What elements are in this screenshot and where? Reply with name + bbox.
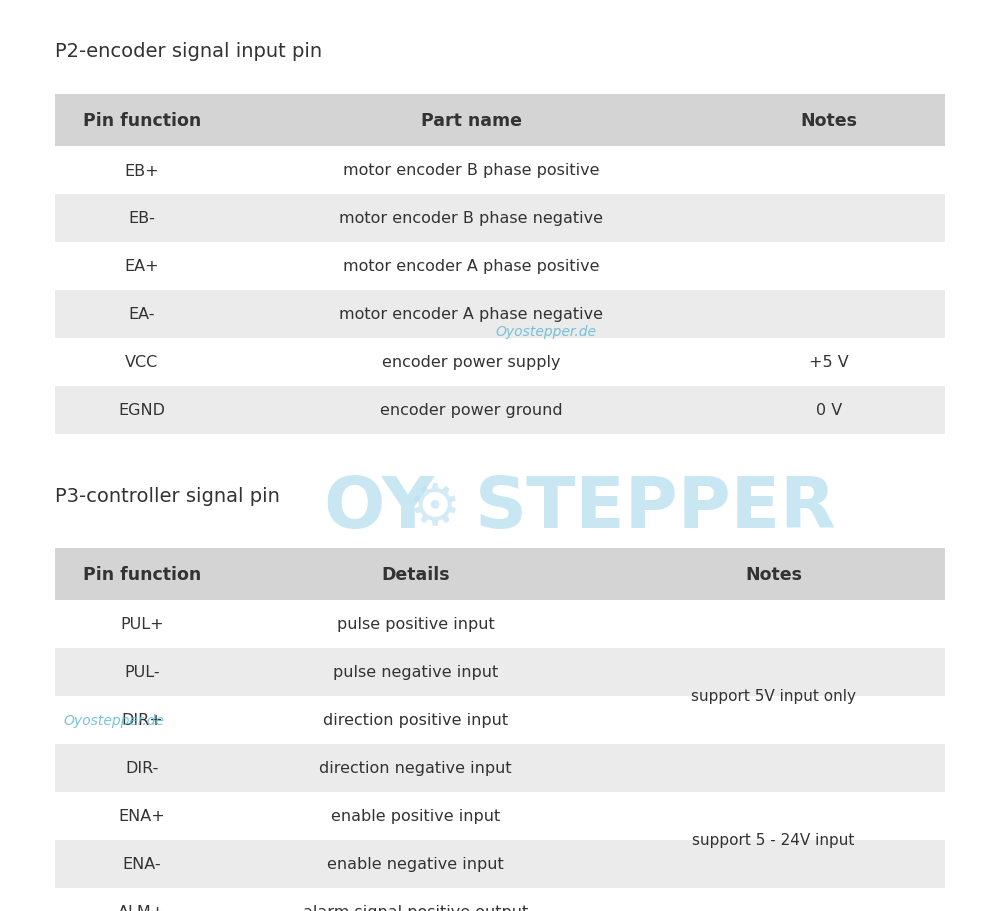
Bar [714,147,945,195]
Bar [602,793,945,840]
Bar [714,386,945,435]
Bar [229,649,602,696]
Bar [229,242,714,291]
Text: motor encoder B phase positive: motor encoder B phase positive [343,163,599,179]
Text: support 5 - 24V input: support 5 - 24V input [692,833,855,847]
Text: Oyostepper.de: Oyostepper.de [495,324,596,338]
Bar [229,339,714,386]
Text: DIR-: DIR- [125,761,158,775]
Bar [602,744,945,793]
Bar [602,888,945,911]
Text: enable positive input: enable positive input [331,809,500,824]
Text: motor encoder B phase negative: motor encoder B phase negative [339,211,603,226]
Bar [55,548,229,600]
Bar [602,649,945,696]
Text: Notes: Notes [801,112,858,130]
Text: P3-controller signal pin: P3-controller signal pin [55,486,280,506]
Bar [602,548,945,600]
Text: ⚙: ⚙ [409,480,461,537]
Text: EA-: EA- [129,307,155,322]
Text: support 5V input only: support 5V input only [691,689,856,703]
Bar [229,888,602,911]
Bar [55,840,229,888]
Bar [229,744,602,793]
Bar [602,696,945,744]
Bar [229,548,602,600]
Text: ALM+: ALM+ [118,905,165,911]
Text: Notes: Notes [745,566,802,583]
Bar [55,195,229,242]
Text: ENA+: ENA+ [118,809,165,824]
Text: DIR+: DIR+ [121,712,163,728]
Text: EB-: EB- [128,211,155,226]
Bar [55,386,229,435]
Bar [55,291,229,339]
Text: direction positive input: direction positive input [323,712,508,728]
Text: motor encoder A phase negative: motor encoder A phase negative [339,307,603,322]
Text: alarm signal positive output: alarm signal positive output [303,905,528,911]
Text: Part name: Part name [421,112,522,130]
Bar [714,195,945,242]
Text: 0 V: 0 V [816,403,842,418]
Text: P2-encoder signal input pin: P2-encoder signal input pin [55,42,322,61]
Bar [229,793,602,840]
Bar [55,649,229,696]
Text: pulse negative input: pulse negative input [333,665,498,680]
Bar [55,95,229,147]
Bar [55,147,229,195]
Text: VCC: VCC [125,355,158,370]
Text: EA+: EA+ [124,260,159,274]
Bar [229,696,602,744]
Bar [714,242,945,291]
Bar [229,386,714,435]
Bar [55,793,229,840]
Text: Pin function: Pin function [83,566,201,583]
Bar [229,291,714,339]
Text: pulse positive input: pulse positive input [337,617,494,632]
Text: Oyostepper.de: Oyostepper.de [63,713,164,727]
Text: EB+: EB+ [124,163,159,179]
Text: ENA-: ENA- [122,856,161,872]
Bar [229,600,602,649]
Text: PUL-: PUL- [124,665,160,680]
Text: PUL+: PUL+ [120,617,164,632]
Bar [602,600,945,649]
Bar [55,339,229,386]
Bar [55,600,229,649]
Text: motor encoder A phase positive: motor encoder A phase positive [343,260,599,274]
Bar [55,888,229,911]
Text: enable negative input: enable negative input [327,856,504,872]
Text: Details: Details [381,566,450,583]
Bar [229,195,714,242]
Text: direction negative input: direction negative input [319,761,512,775]
Bar [229,147,714,195]
Bar [229,95,714,147]
Text: +5 V: +5 V [809,355,849,370]
Text: encoder power supply: encoder power supply [382,355,560,370]
Bar [714,339,945,386]
Text: Pin function: Pin function [83,112,201,130]
Text: STEPPER: STEPPER [475,474,837,543]
Bar [714,291,945,339]
Bar [602,840,945,888]
Text: OY: OY [323,474,434,543]
Text: EGND: EGND [118,403,165,418]
Bar [55,242,229,291]
Bar [55,696,229,744]
Bar [55,744,229,793]
Bar [714,95,945,147]
Bar [229,840,602,888]
Text: encoder power ground: encoder power ground [380,403,562,418]
